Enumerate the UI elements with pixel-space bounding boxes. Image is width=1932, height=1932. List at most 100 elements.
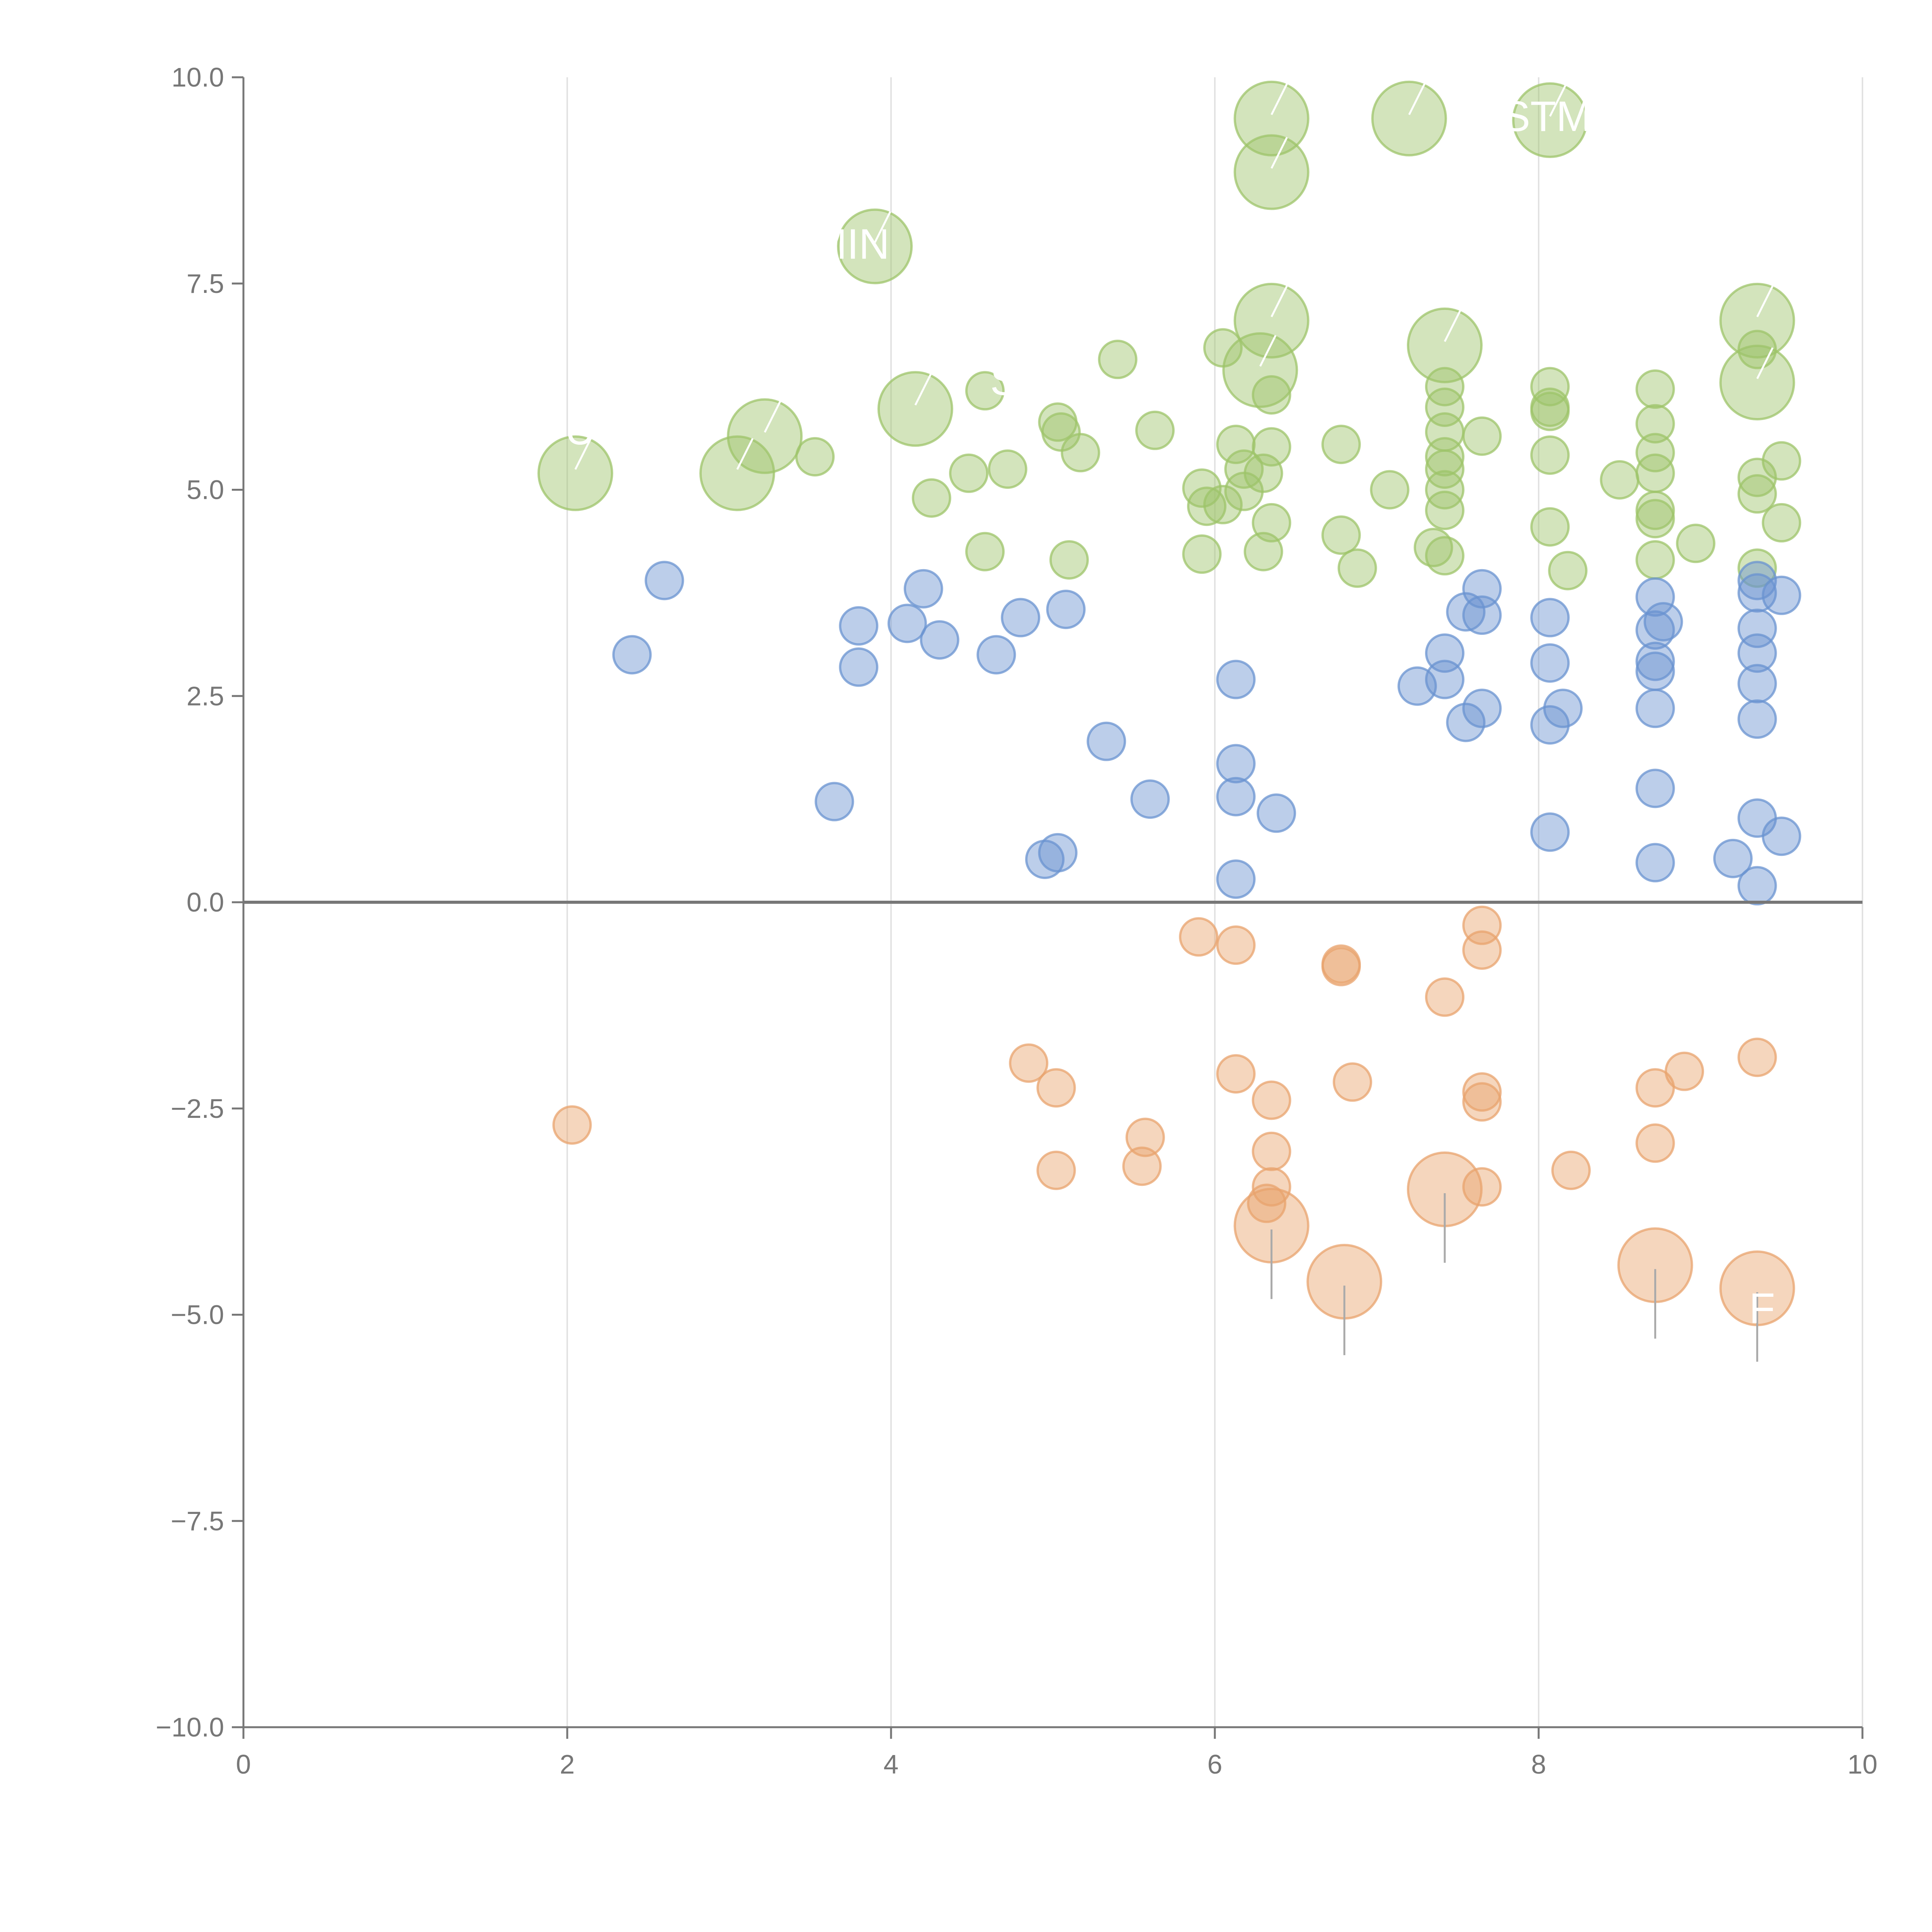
data-point-blue: [1446, 592, 1486, 632]
data-point-blue: [1216, 859, 1256, 899]
label-leader-line: [574, 438, 592, 470]
y-tick-label: 0.0: [187, 887, 224, 917]
data-point-orange: [1252, 1080, 1291, 1120]
data-point-green: [1425, 437, 1464, 477]
data-point-green: [1635, 369, 1675, 409]
data-point-green: [1406, 307, 1483, 383]
data-point-blue: [1425, 660, 1464, 699]
data-point-green: [1233, 80, 1310, 156]
data-point-blue: [1737, 699, 1777, 739]
data-point-blue: [815, 782, 854, 821]
y-tick-label: −7.5: [171, 1506, 224, 1536]
data-point-orange: [1551, 1150, 1591, 1190]
label-leader-line: [1756, 347, 1774, 379]
data-point-orange: [1462, 1072, 1502, 1112]
data-point-green: [1337, 548, 1377, 588]
data-point-blue: [1216, 744, 1256, 784]
label-leader-lines: [574, 83, 1774, 1362]
data-point-green: [1737, 474, 1777, 514]
data-point-blue: [1737, 561, 1777, 600]
data-point-orange: [1321, 947, 1361, 986]
data-point-green: [1203, 328, 1243, 368]
data-point-green: [1762, 441, 1801, 481]
data-point-green: [1216, 425, 1256, 464]
y-tick-label: 10.0: [172, 62, 224, 92]
data-point-blue: [920, 620, 959, 660]
data-point-orange: [1425, 977, 1464, 1017]
data-point-blue: [1635, 843, 1675, 883]
x-tick-label: 8: [1531, 1749, 1546, 1779]
label-leader-line: [1270, 137, 1288, 169]
data-point-blue: [1530, 812, 1570, 852]
data-point-green: [1737, 330, 1777, 369]
data-point-blue: [1737, 664, 1777, 704]
data-point-green: [1098, 340, 1138, 379]
data-point-orange: [1333, 1062, 1372, 1102]
y-tick-label: 7.5: [187, 269, 224, 299]
data-point-green: [1635, 490, 1675, 530]
data-point-blue: [1257, 793, 1296, 833]
data-point-blue: [1530, 705, 1570, 745]
label-leader-line: [914, 374, 932, 406]
data-point-green: [537, 435, 613, 511]
data-point-green: [1252, 503, 1291, 543]
data-point-green: [1600, 460, 1639, 500]
data-point-blue: [839, 647, 879, 687]
data-point-orange: [1252, 1131, 1291, 1171]
label-leader-line: [764, 401, 781, 433]
data-point-blue: [1737, 866, 1777, 906]
data-point-green: [965, 532, 1005, 571]
data-point-orange: [1179, 917, 1219, 957]
y-tick-label: 2.5: [187, 681, 224, 711]
data-point-blue: [903, 569, 943, 609]
data-point-orange: [1036, 1068, 1076, 1108]
x-tick-label: 10: [1847, 1749, 1878, 1779]
data-point-green: [1425, 490, 1464, 530]
label-leader-line: [1549, 85, 1566, 117]
data-point-green: [949, 453, 989, 493]
data-point-blue: [1462, 689, 1502, 728]
data-point-blue: [1130, 779, 1170, 819]
data-point-green: [1061, 433, 1100, 473]
data-point-blue: [1216, 660, 1256, 699]
data-point-green: [1635, 433, 1675, 473]
data-point-blue: [1762, 816, 1801, 856]
label-leader-line: [736, 438, 754, 470]
data-point-green: [1252, 427, 1291, 467]
data-point-green: [1425, 536, 1464, 576]
data-point-blue: [1530, 643, 1570, 683]
data-point-green: [1719, 282, 1795, 359]
y-tick-label: −10.0: [156, 1712, 224, 1742]
bubble-label: T: [1437, 72, 1463, 119]
data-point-green: [1530, 435, 1570, 475]
data-point-orange: [552, 1105, 592, 1145]
data-point-blue: [645, 561, 684, 600]
data-point-green: [1762, 503, 1801, 543]
data-point-blue: [1087, 721, 1126, 761]
data-point-blue: [1530, 598, 1570, 638]
data-point-blue: [1216, 777, 1256, 816]
data-point-green: [1135, 410, 1175, 450]
data-point-green: [837, 208, 913, 284]
data-point-orange: [1737, 1037, 1777, 1077]
data-point-green: [1530, 391, 1570, 431]
data-point-blue: [1635, 577, 1675, 617]
data-point-green: [1203, 485, 1243, 524]
data-point-blue: [887, 604, 927, 643]
data-point-green: [1182, 534, 1222, 574]
data-point-blue: [1762, 575, 1801, 615]
x-tick-label: 2: [560, 1749, 575, 1779]
data-point-blue: [1543, 689, 1583, 728]
data-point-green: [1512, 82, 1588, 158]
data-point-green: [1252, 375, 1291, 415]
data-point-green: [1233, 282, 1310, 359]
y-tick-label: −2.5: [171, 1094, 224, 1124]
label-leader-line: [1408, 83, 1426, 115]
x-tick-label: 4: [884, 1749, 899, 1779]
bubble-label: S: [990, 357, 1019, 404]
data-point-orange: [1462, 1082, 1502, 1122]
data-point-green: [795, 437, 835, 477]
data-point-orange: [1252, 1167, 1291, 1207]
data-point-blue: [1635, 641, 1675, 681]
data-point-orange: [1125, 1117, 1165, 1157]
